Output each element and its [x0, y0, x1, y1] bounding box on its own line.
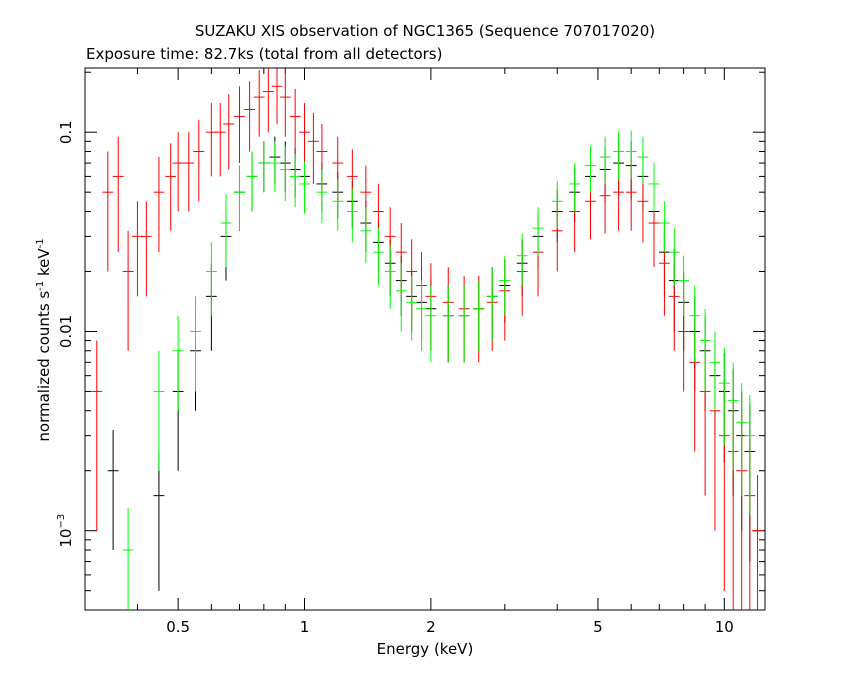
- series-2: [122, 130, 756, 610]
- chart-subtitle: Exposure time: 82.7ks (total from all de…: [86, 45, 443, 63]
- plot-frame: [84, 67, 766, 611]
- chart-title: SUZAKU XIS observation of NGC1365 (Seque…: [194, 22, 656, 40]
- x-tick-label: 2: [426, 618, 436, 636]
- data-layer: [91, 68, 763, 610]
- x-tick-label: 1: [300, 618, 310, 636]
- y-tick-label: 0.1: [57, 120, 75, 144]
- x-axis-label: Energy (keV): [376, 640, 474, 658]
- y-tick-label: 0.01: [57, 315, 75, 348]
- series-0: [107, 136, 756, 591]
- y-tick-label: 10−3: [56, 514, 75, 548]
- x-tick-label: 0.5: [166, 618, 190, 636]
- x-tick-label: 10: [715, 618, 734, 636]
- x-tick-label: 5: [593, 618, 603, 636]
- series-1: [91, 68, 763, 610]
